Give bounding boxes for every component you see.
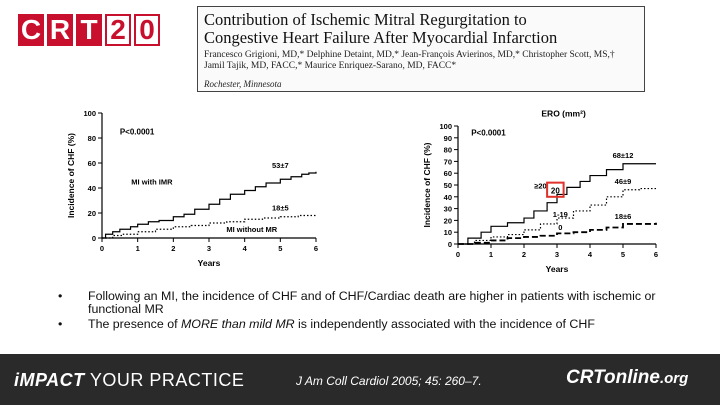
- series-line: [458, 187, 656, 245]
- y-tick-label: 80: [88, 134, 96, 143]
- paper-authors-line2: Jamil Tajik, MD, FACC,* Maurice Enriquez…: [204, 61, 457, 71]
- logo-main: CRTonline: [566, 367, 660, 388]
- series-line: [458, 222, 657, 245]
- p-value-label: P<0.0001: [471, 128, 506, 137]
- end-value-label: 18±6: [615, 212, 632, 221]
- x-tick-label: 3: [207, 244, 211, 253]
- x-tick-label: 1: [136, 244, 140, 253]
- series-line: [102, 171, 317, 239]
- y-tick-label: 20: [444, 216, 452, 225]
- y-tick-label: 50: [444, 181, 452, 190]
- bullet-item: Following an MI, the incidence of CHF an…: [58, 290, 698, 316]
- y-tick-label: 10: [444, 228, 452, 237]
- x-tick-label: 6: [654, 250, 658, 259]
- logo-letter-r: R: [47, 14, 73, 46]
- end-value-label: 68±12: [613, 151, 634, 160]
- crt20-logo: C R T 2 0: [18, 14, 160, 46]
- y-tick-label: 20: [88, 209, 96, 218]
- p-value-label: P<0.0001: [120, 127, 155, 136]
- logo-digit-0: 0: [134, 14, 160, 46]
- series-name-label: 0: [558, 223, 562, 232]
- x-tick-label: 3: [555, 250, 559, 259]
- bullet-emphasis: MORE than mild MR: [180, 317, 295, 331]
- logo-letter-c: C: [18, 14, 44, 46]
- y-tick-label: 90: [444, 134, 452, 143]
- y-tick-label: 100: [83, 109, 96, 118]
- highlight-label: 20: [551, 186, 560, 195]
- paper-header: Contribution of Ischemic Mitral Regurgit…: [197, 6, 645, 92]
- x-tick-label: 1: [489, 250, 493, 259]
- end-value-label: 46±9: [615, 177, 632, 186]
- logo-letter-t: T: [76, 14, 102, 46]
- x-axis-label: Years: [198, 258, 221, 268]
- logo-digit-2: 2: [105, 14, 131, 46]
- bullet-item: The presence of MORE than mild MR is ind…: [58, 317, 698, 332]
- series-name-label: 1-19: [553, 210, 568, 219]
- footer-bar: iMPACT YOUR PRACTICE J Am Coll Cardiol 2…: [0, 354, 720, 405]
- y-tick-label: 40: [88, 184, 96, 193]
- highlight-box: [546, 181, 565, 198]
- y-tick-label: 60: [88, 159, 96, 168]
- y-axis-label: Incidence of CHF (%): [66, 133, 76, 218]
- series-name-label: ≥20: [534, 182, 546, 191]
- paper-title-line1: Contribution of Ischemic Mitral Regurgit…: [204, 10, 527, 29]
- end-value-label: 18±5: [272, 204, 289, 213]
- series-name-label: MI with IMR: [131, 177, 173, 186]
- footer-your-practice: YOUR PRACTICE: [84, 370, 245, 390]
- paper-title-line2: Congestive Heart Failure After Myocardia…: [204, 28, 558, 47]
- bullet-text: The presence of: [88, 317, 181, 331]
- chart-ero: 0 10 20 30 40 50 60 70 80 90 100 0 1 2 3 4 5 6 Years Incide…: [422, 109, 658, 274]
- x-tick-label: 2: [522, 250, 526, 259]
- y-tick-label: 0: [448, 240, 452, 249]
- x-tick-label: 4: [588, 250, 593, 259]
- paper-authors-line1: Francesco Grigioni, MD,* Delphine Detain…: [204, 50, 615, 60]
- series-name-label: MI without MR: [226, 225, 277, 234]
- paper-title: Contribution of Ischemic Mitral Regurgit…: [204, 11, 557, 47]
- footer-tagline: iMPACT YOUR PRACTICE: [14, 370, 244, 391]
- bullet-list: Following an MI, the incidence of CHF an…: [58, 290, 698, 333]
- logo-suffix: .org: [659, 370, 689, 387]
- citation: J Am Coll Cardiol 2005; 45: 260–7.: [296, 374, 482, 388]
- y-tick-label: 70: [444, 157, 452, 166]
- bullet-text: is independently associated with the inc…: [294, 317, 595, 331]
- x-tick-label: 5: [621, 250, 625, 259]
- chart-ischemic-mr: 0 20 40 60 80 100 0 1 2 3 4 5 6 Years Incidence of CHF…: [66, 109, 318, 268]
- x-tick-label: 5: [278, 244, 282, 253]
- x-tick-label: 4: [243, 244, 248, 253]
- y-tick-label: 80: [444, 146, 452, 155]
- y-tick-label: 40: [444, 193, 452, 202]
- x-tick-label: 2: [171, 244, 175, 253]
- series-line: [458, 163, 656, 245]
- paper-authors: Francesco Grigioni, MD,* Delphine Detain…: [204, 50, 642, 72]
- chart-title: ERO (mm²): [541, 109, 586, 119]
- y-tick-label: 30: [444, 205, 452, 214]
- y-tick-label: 60: [444, 169, 452, 178]
- crtonline-logo[interactable]: CRTonline.org: [566, 367, 688, 389]
- y-tick-label: 100: [439, 122, 452, 131]
- x-axis-label: Years: [546, 264, 569, 274]
- x-tick-label: 0: [100, 244, 104, 253]
- end-value-label: 53±7: [272, 161, 289, 170]
- paper-location: Rochester, Minnesota: [204, 79, 282, 89]
- footer-impact: iMPACT: [14, 370, 85, 390]
- x-tick-label: 6: [314, 244, 318, 253]
- y-axis-label: Incidence of CHF (%): [422, 142, 432, 227]
- x-tick-label: 0: [456, 250, 460, 259]
- y-tick-label: 0: [92, 234, 96, 243]
